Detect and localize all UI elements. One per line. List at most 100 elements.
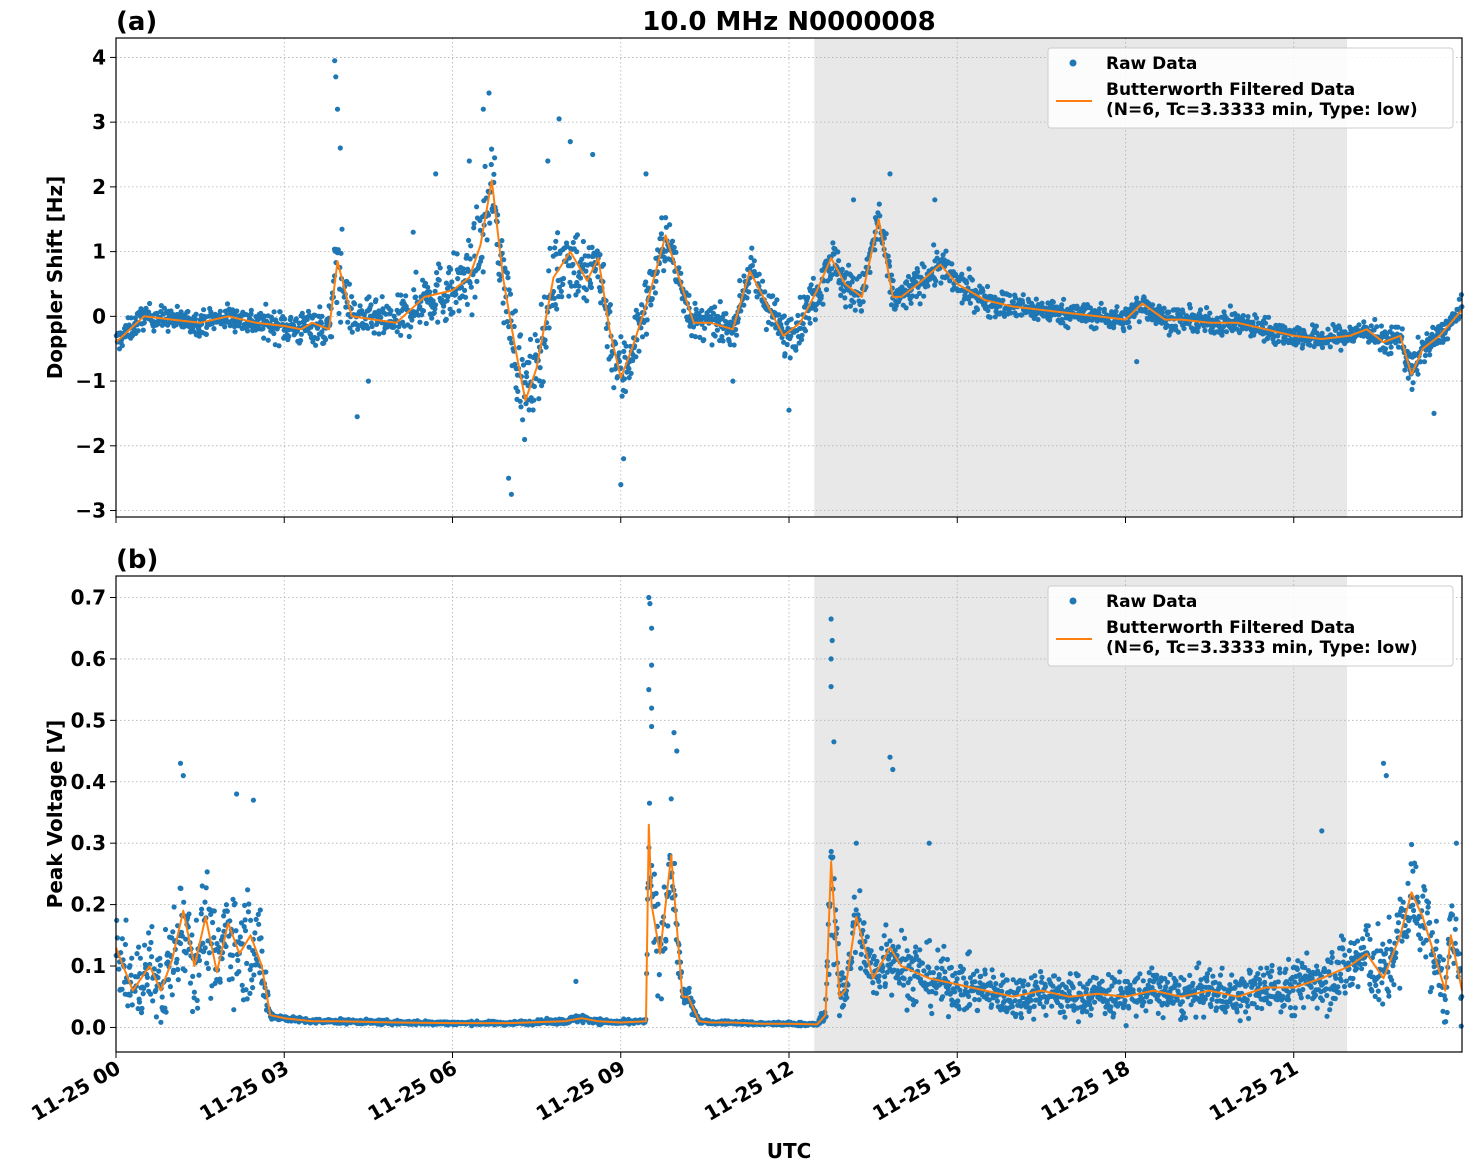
raw-point — [939, 965, 945, 972]
raw-point — [992, 294, 998, 300]
raw-point — [907, 976, 913, 982]
raw-point — [1035, 316, 1041, 323]
raw-point — [574, 249, 580, 255]
raw-point — [1004, 977, 1010, 983]
raw-point — [509, 340, 515, 346]
raw-point — [1214, 1005, 1220, 1011]
raw-point — [153, 987, 159, 993]
raw-point — [516, 345, 522, 351]
raw-point — [974, 306, 981, 313]
raw-point — [248, 307, 254, 313]
legend-label-filtered: Butterworth Filtered Data (N=6, Tc=3.3333… — [1106, 80, 1418, 120]
raw-point — [1146, 970, 1152, 976]
raw-point — [692, 334, 699, 340]
raw-point — [230, 896, 236, 902]
raw-point — [271, 330, 277, 337]
raw-point — [1087, 1002, 1093, 1008]
raw-point — [447, 283, 453, 289]
raw-point — [547, 245, 553, 251]
raw-point — [469, 312, 475, 318]
raw-point — [1014, 312, 1020, 318]
raw-point — [242, 902, 248, 909]
raw-point — [161, 305, 167, 311]
raw-point — [649, 296, 655, 302]
raw-point — [304, 316, 310, 322]
raw-point — [436, 261, 442, 267]
raw-point — [455, 276, 461, 282]
raw-point — [1167, 971, 1173, 978]
raw-point — [1071, 1003, 1077, 1009]
raw-point — [829, 272, 835, 278]
raw-point — [138, 1010, 145, 1016]
raw-point — [966, 949, 973, 955]
raw-point — [224, 301, 231, 307]
raw-point — [371, 330, 378, 336]
raw-point — [858, 965, 864, 971]
raw-point — [999, 988, 1005, 995]
raw-point — [485, 212, 492, 218]
raw-point — [1267, 974, 1273, 980]
raw-point — [543, 344, 549, 350]
raw-point — [1042, 984, 1049, 990]
raw-point — [673, 249, 679, 255]
raw-point — [1201, 1014, 1207, 1020]
raw-point — [432, 306, 438, 312]
raw-point — [874, 990, 880, 996]
raw-point — [781, 313, 787, 319]
raw-point — [1134, 295, 1140, 301]
raw-point — [1007, 292, 1013, 298]
raw-point — [555, 230, 561, 236]
raw-point — [413, 294, 419, 300]
raw-point — [244, 996, 250, 1002]
raw-point — [967, 300, 974, 306]
raw-point — [136, 944, 142, 950]
raw-point — [1039, 974, 1045, 981]
raw-point — [1414, 367, 1420, 373]
raw-point — [760, 278, 766, 284]
raw-point — [1025, 982, 1031, 988]
raw-point — [999, 972, 1006, 978]
raw-point — [474, 278, 480, 284]
raw-point — [293, 316, 299, 322]
raw-point — [552, 302, 559, 308]
raw-point — [749, 262, 756, 269]
raw-point — [216, 944, 222, 950]
raw-point — [1237, 1018, 1243, 1024]
raw-point — [1196, 960, 1202, 966]
raw-point — [1256, 977, 1262, 983]
raw-point — [194, 997, 200, 1004]
raw-point — [1159, 310, 1165, 316]
raw-point — [411, 287, 417, 293]
raw-point — [1207, 310, 1213, 316]
raw-point — [1219, 965, 1225, 971]
raw-point — [329, 334, 335, 340]
raw-point — [1205, 315, 1211, 321]
raw-point — [788, 316, 794, 322]
y-tick-label: 4 — [92, 45, 106, 69]
raw-point — [437, 265, 443, 271]
raw-point — [913, 999, 919, 1005]
raw-point — [1040, 1004, 1047, 1010]
raw-point-outlier — [334, 106, 341, 112]
raw-point — [560, 281, 566, 287]
raw-point — [137, 955, 143, 961]
raw-point — [1254, 1004, 1260, 1011]
raw-point — [1290, 987, 1296, 993]
raw-point — [926, 938, 933, 944]
raw-point — [263, 301, 269, 307]
raw-point — [1155, 1010, 1161, 1017]
raw-point — [935, 947, 941, 953]
raw-point — [1088, 1006, 1094, 1012]
raw-point — [1116, 979, 1122, 985]
raw-point — [583, 287, 590, 293]
raw-point-outlier — [333, 74, 339, 80]
raw-point — [863, 962, 869, 969]
raw-point — [378, 314, 384, 321]
raw-point — [553, 238, 559, 244]
raw-point — [584, 298, 590, 304]
raw-point — [191, 989, 197, 995]
raw-point — [179, 933, 185, 939]
raw-point — [246, 901, 252, 907]
raw-point — [122, 941, 128, 948]
raw-point — [895, 944, 902, 950]
